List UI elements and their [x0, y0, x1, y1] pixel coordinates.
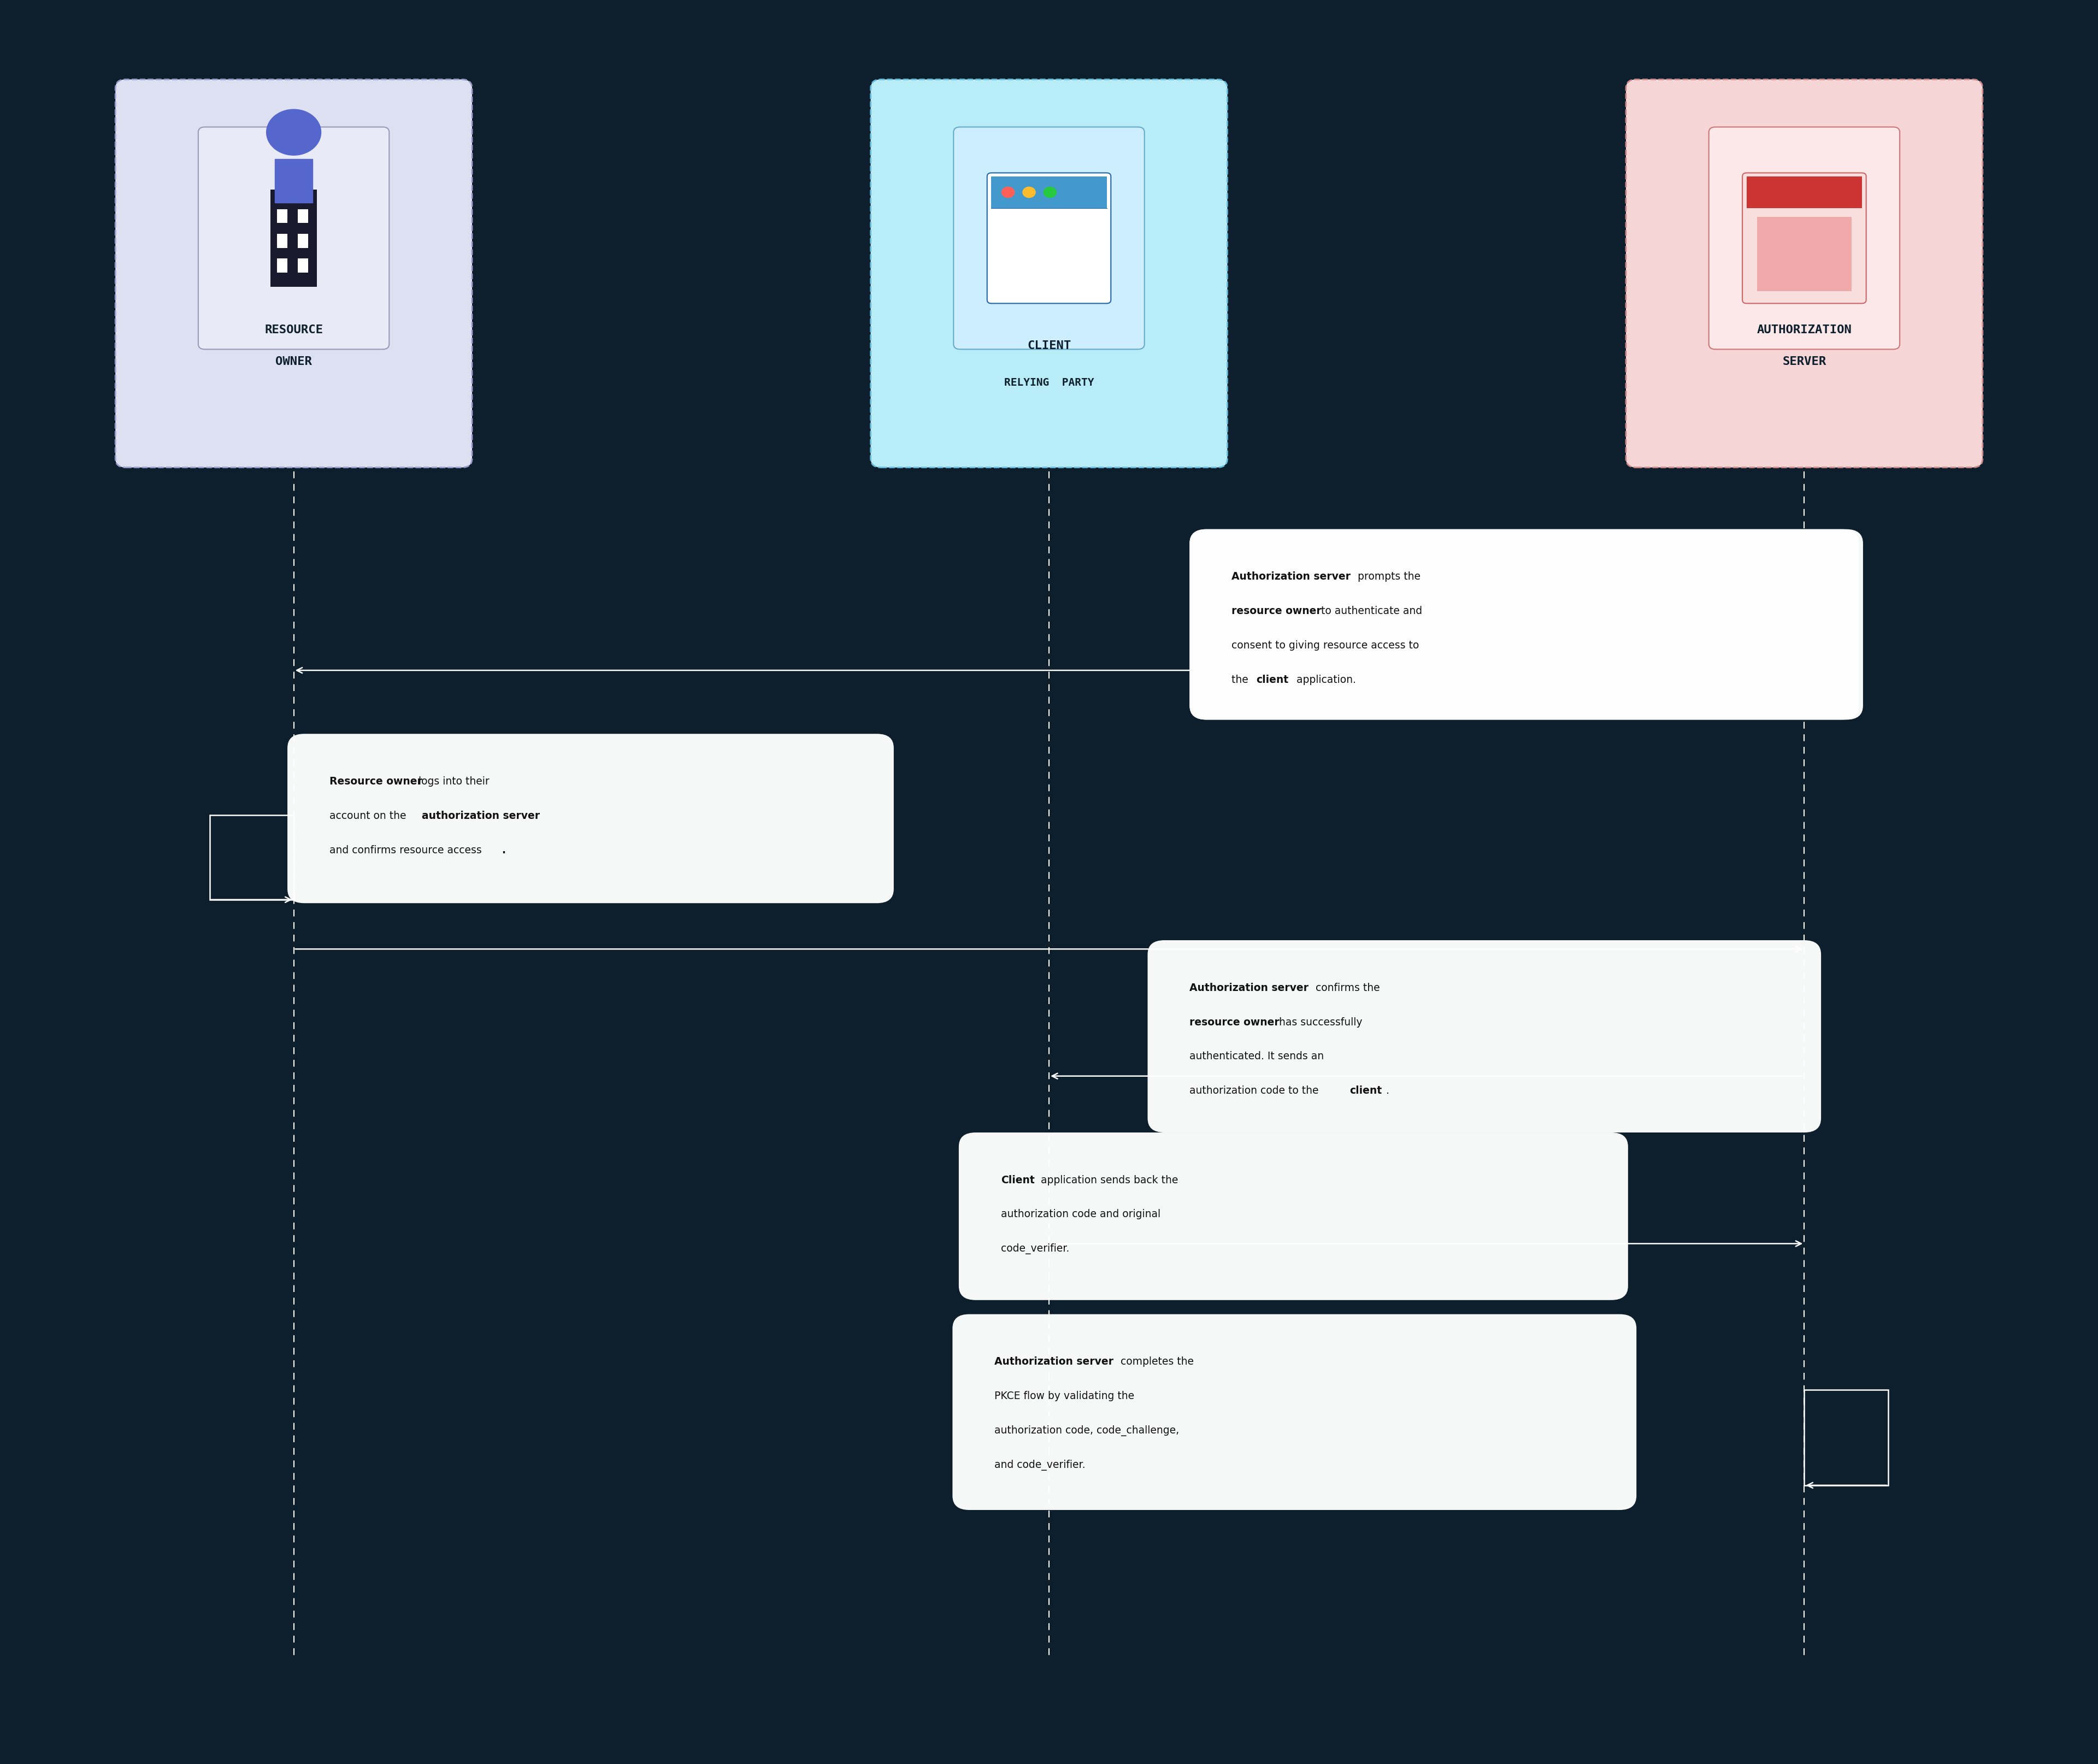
FancyBboxPatch shape: [952, 1314, 1636, 1510]
FancyBboxPatch shape: [959, 1132, 1628, 1300]
Text: code_verifier.: code_verifier.: [1001, 1244, 1070, 1254]
FancyArrow shape: [275, 159, 313, 203]
Text: authorization code, code_challenge,: authorization code, code_challenge,: [994, 1425, 1179, 1436]
Text: the: the: [1232, 674, 1253, 684]
Text: client: client: [1349, 1087, 1383, 1095]
Text: and confirms resource access: and confirms resource access: [329, 845, 483, 856]
FancyBboxPatch shape: [1190, 529, 1863, 720]
FancyBboxPatch shape: [952, 127, 1146, 349]
Text: client: client: [1257, 674, 1288, 684]
FancyBboxPatch shape: [1148, 940, 1821, 1132]
Bar: [271, 189, 317, 288]
Text: Authorization server: Authorization server: [1232, 572, 1351, 582]
Bar: [990, 176, 1108, 208]
FancyBboxPatch shape: [1190, 529, 1859, 720]
FancyBboxPatch shape: [1626, 79, 1983, 467]
Text: resource owner: resource owner: [1190, 1016, 1280, 1027]
Text: OIDC - PHASE TWO: OIDC - PHASE TWO: [115, 97, 319, 118]
Text: authorization code and original: authorization code and original: [1001, 1210, 1160, 1219]
Text: PKCE flow by validating the: PKCE flow by validating the: [994, 1390, 1135, 1401]
Text: consent to giving resource access to: consent to giving resource access to: [1232, 640, 1418, 651]
Text: RELYING  PARTY: RELYING PARTY: [1005, 377, 1093, 388]
FancyBboxPatch shape: [871, 79, 1227, 467]
Text: authorization code to the: authorization code to the: [1190, 1087, 1322, 1095]
Text: Client: Client: [1001, 1175, 1034, 1185]
Text: authenticated. It sends an: authenticated. It sends an: [1190, 1051, 1324, 1062]
Text: and code_verifier.: and code_verifier.: [994, 1461, 1085, 1471]
Circle shape: [1003, 187, 1015, 198]
Text: RESOURCE: RESOURCE: [264, 325, 323, 335]
FancyBboxPatch shape: [1741, 173, 1867, 303]
FancyBboxPatch shape: [287, 734, 894, 903]
Text: AUTHORIZATION: AUTHORIZATION: [1756, 325, 1853, 335]
FancyBboxPatch shape: [115, 79, 472, 467]
Bar: [277, 210, 287, 224]
Text: application sends back the: application sends back the: [1039, 1175, 1179, 1185]
Bar: [1804, 1390, 1888, 1485]
Text: logs into their: logs into their: [415, 776, 489, 787]
Text: .: .: [501, 845, 506, 856]
Bar: [277, 235, 287, 249]
Bar: [277, 258, 287, 272]
FancyBboxPatch shape: [197, 127, 388, 349]
Text: to authenticate and: to authenticate and: [1318, 607, 1422, 616]
Text: Authorization server: Authorization server: [1190, 983, 1309, 993]
FancyBboxPatch shape: [986, 173, 1112, 303]
Bar: [298, 258, 308, 272]
Text: completes the: completes the: [1118, 1357, 1194, 1367]
Text: authorization server: authorization server: [422, 811, 539, 820]
Text: CLIENT: CLIENT: [1028, 340, 1070, 351]
Text: confirms the: confirms the: [1313, 983, 1380, 993]
Circle shape: [1024, 187, 1036, 198]
Circle shape: [266, 109, 321, 155]
Bar: [1758, 217, 1853, 291]
Text: application.: application.: [1292, 674, 1355, 684]
Bar: [210, 815, 294, 900]
Text: Authorization server: Authorization server: [994, 1357, 1114, 1367]
Text: account on the: account on the: [329, 811, 409, 820]
Text: prompts the: prompts the: [1355, 572, 1420, 582]
Circle shape: [1043, 187, 1055, 198]
Text: .: .: [1387, 1087, 1389, 1095]
Text: has successfully: has successfully: [1276, 1016, 1362, 1027]
Text: Resource owner: Resource owner: [329, 776, 422, 787]
Bar: [298, 210, 308, 224]
Text: OWNER: OWNER: [275, 356, 313, 367]
FancyBboxPatch shape: [1708, 127, 1901, 349]
Text: SERVER: SERVER: [1783, 356, 1825, 367]
Bar: [298, 235, 308, 249]
Text: resource owner: resource owner: [1232, 607, 1322, 616]
Bar: [1746, 176, 1863, 208]
